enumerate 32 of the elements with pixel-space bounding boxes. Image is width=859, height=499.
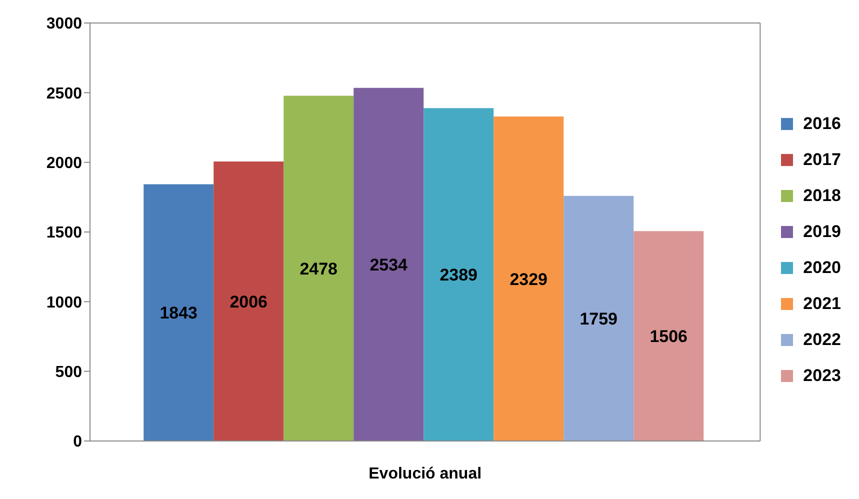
legend-label: 2022 [803, 330, 841, 350]
data-label: 1759 [580, 309, 618, 328]
legend-label: 2019 [803, 222, 841, 242]
bar [214, 161, 284, 441]
legend-label: 2018 [803, 186, 841, 206]
y-tick-label: 0 [73, 434, 82, 451]
bar [564, 196, 634, 441]
y-tick-label: 2500 [46, 85, 82, 102]
bar [634, 231, 704, 441]
y-tick-label: 1500 [46, 224, 82, 242]
data-label: 2389 [440, 266, 478, 285]
data-label: 2478 [300, 259, 338, 278]
data-label: 1843 [160, 304, 198, 323]
bar [424, 108, 494, 441]
data-label: 2329 [510, 270, 548, 289]
legend-label: 2023 [803, 366, 841, 386]
y-tick-label: 2000 [46, 155, 82, 172]
legend-label: 2016 [803, 114, 841, 134]
legend-label: 2017 [803, 150, 841, 170]
data-label: 2006 [230, 292, 268, 312]
bar [284, 96, 354, 441]
y-tick-label: 1000 [46, 294, 82, 312]
legend-label: 2020 [803, 258, 841, 278]
legend-label: 2021 [803, 294, 841, 314]
bar [354, 88, 424, 441]
y-tick-label: 3000 [46, 16, 82, 33]
bar [494, 116, 564, 441]
bar [144, 184, 214, 441]
x-tick-label: Evolució anual [368, 465, 482, 482]
y-tick-label: 500 [55, 364, 82, 382]
data-label: 2534 [370, 256, 408, 274]
data-label: 1506 [650, 327, 688, 346]
